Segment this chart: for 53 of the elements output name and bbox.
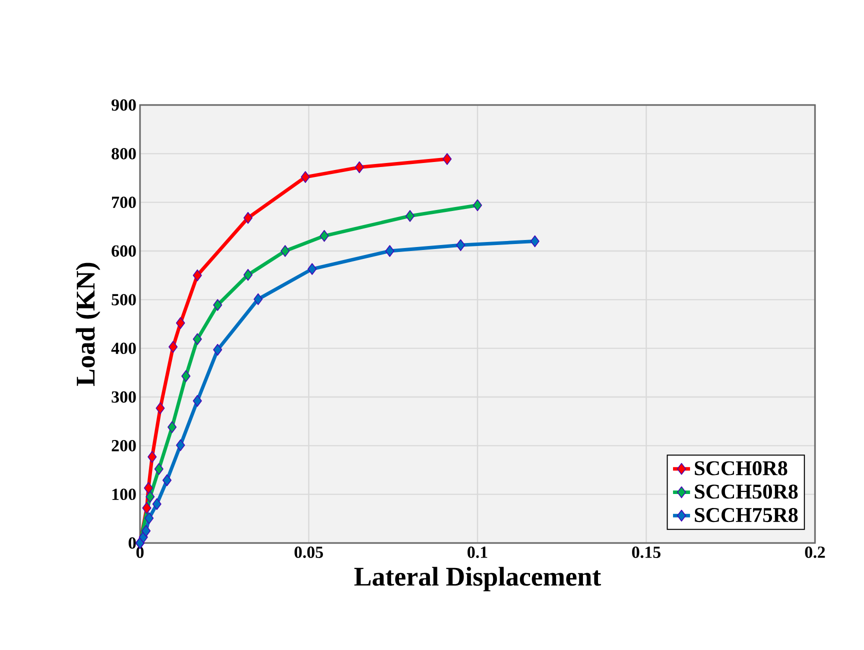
legend-label: SCCH0R8: [694, 461, 788, 476]
point: [142, 502, 152, 514]
y-tick-label: 400: [111, 342, 136, 354]
point: [176, 439, 186, 452]
point: [320, 230, 329, 242]
point: [243, 268, 253, 281]
x-tick-label: 0.2: [805, 546, 825, 558]
y-tick-label: 500: [112, 294, 136, 306]
point: [308, 263, 317, 275]
legend-label: SCCH50R8: [694, 484, 798, 499]
y-tick-label: 900: [112, 99, 136, 111]
point: [472, 199, 482, 212]
point: [405, 210, 415, 222]
point: [280, 245, 290, 257]
point: [530, 235, 540, 248]
point: [243, 212, 253, 224]
point: [254, 293, 263, 306]
y-tick-label: 200: [112, 440, 136, 452]
point: [148, 450, 157, 463]
y-tick-label: 300: [112, 391, 136, 403]
point: [192, 333, 202, 345]
y-tick-label: 700: [112, 196, 136, 208]
point: [213, 299, 222, 311]
x-tick-label: 0.1: [468, 546, 488, 558]
point: [442, 153, 452, 165]
point: [162, 474, 172, 486]
point: [213, 344, 222, 356]
y-tick-label: 0: [128, 537, 136, 549]
point: [144, 512, 154, 524]
point: [144, 482, 153, 494]
y-tick-label: 600: [112, 245, 136, 257]
point: [192, 269, 202, 282]
y-axis-title: Load (KN): [76, 262, 100, 386]
point: [354, 161, 364, 174]
point: [181, 370, 190, 382]
point: [156, 402, 165, 414]
x-tick-label: 0.05: [294, 546, 323, 558]
legend-label: SCCH75R8: [694, 508, 798, 522]
point: [154, 463, 164, 475]
point: [300, 171, 310, 183]
point: [385, 245, 394, 257]
point: [152, 498, 162, 510]
point: [146, 490, 155, 503]
x-axis-title: Lateral Displacement: [354, 566, 602, 592]
point: [168, 421, 177, 434]
point: [456, 239, 466, 252]
point: [142, 524, 151, 537]
x-tick-label: 0.15: [632, 546, 660, 558]
point: [168, 340, 178, 353]
y-tick-label: 800: [112, 148, 136, 160]
point: [192, 394, 202, 407]
point: [176, 317, 186, 329]
y-tick-label: 100: [112, 488, 136, 500]
